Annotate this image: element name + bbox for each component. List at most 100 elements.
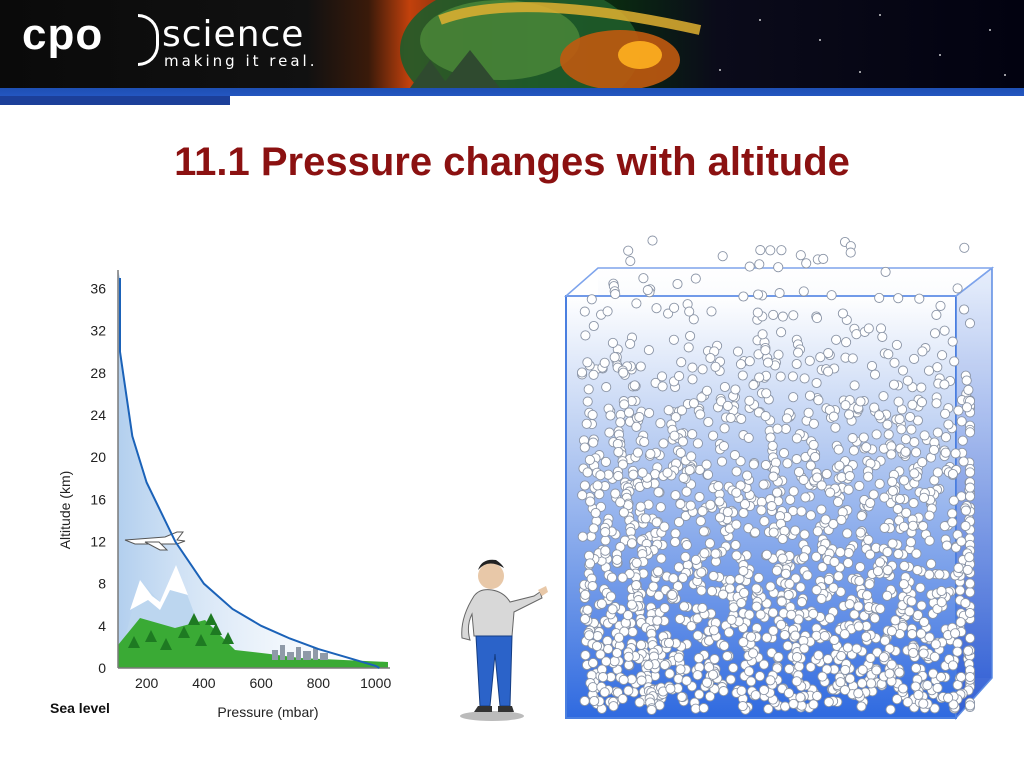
x-tick-label: 800	[307, 675, 331, 691]
molecule-icon	[731, 550, 742, 561]
molecule-icon	[905, 537, 916, 548]
molecule-icon	[761, 549, 772, 560]
molecule-icon	[964, 607, 976, 619]
molecule-icon	[854, 480, 865, 491]
y-tick-label: 20	[90, 449, 106, 465]
molecule-icon	[923, 365, 935, 376]
molecule-icon	[825, 487, 836, 498]
molecule-icon	[960, 598, 971, 609]
molecule-icon	[768, 607, 779, 618]
molecule-icon	[875, 603, 886, 614]
molecule-icon	[613, 446, 624, 458]
molecule-icon	[907, 629, 918, 640]
molecule-icon	[823, 348, 834, 359]
molecule-icon	[836, 472, 847, 483]
molecule-icon	[843, 557, 854, 569]
molecule-icon	[744, 261, 755, 272]
molecule-icon	[918, 492, 930, 503]
molecule-icon	[738, 291, 749, 302]
molecule-icon	[829, 634, 840, 646]
molecule-icon	[675, 664, 686, 675]
molecule-icon	[874, 410, 885, 421]
molecule-icon	[823, 574, 834, 585]
molecule-icon	[868, 489, 879, 500]
molecule-icon	[776, 245, 787, 256]
molecule-icon	[874, 478, 885, 489]
molecule-icon	[918, 698, 929, 709]
molecule-icon	[694, 491, 705, 503]
molecule-icon	[577, 490, 588, 501]
molecule-icon	[908, 647, 919, 658]
molecule-icon	[943, 419, 954, 430]
header-divider-gap	[230, 96, 1024, 105]
molecule-icon	[955, 585, 966, 596]
molecule-icon	[851, 643, 862, 654]
molecule-icon	[609, 352, 620, 363]
molecule-icon	[697, 602, 708, 614]
molecule-icon	[643, 660, 654, 671]
molecule-icon	[869, 402, 880, 413]
molecule-icon	[964, 578, 976, 589]
molecule-icon	[708, 430, 719, 441]
molecule-icon	[916, 397, 927, 408]
molecule-icon	[910, 663, 922, 674]
molecule-icon	[605, 591, 617, 602]
molecule-icon	[887, 476, 898, 487]
molecule-icon	[885, 704, 896, 715]
molecule-icon	[883, 349, 894, 360]
molecule-icon	[594, 489, 605, 500]
molecule-icon	[728, 602, 739, 613]
molecule-icon	[638, 273, 649, 284]
molecule-icon	[940, 432, 952, 443]
molecule-icon	[798, 552, 810, 563]
molecule-icon	[857, 678, 868, 689]
molecule-icon	[893, 293, 904, 304]
molecule-icon	[828, 411, 839, 422]
molecule-icon	[672, 581, 683, 592]
molecule-icon	[783, 688, 794, 699]
molecule-icon	[853, 688, 864, 699]
molecule-icon	[653, 566, 664, 577]
molecule-icon	[587, 581, 598, 592]
airplane-icon	[124, 531, 186, 551]
molecule-icon	[900, 434, 911, 445]
molecule-icon	[675, 498, 686, 510]
molecule-icon	[788, 392, 799, 403]
molecule-icon	[777, 533, 788, 545]
molecule-icon	[900, 446, 911, 457]
molecule-icon	[776, 327, 787, 338]
molecule-icon	[697, 506, 708, 517]
molecule-icon	[904, 606, 915, 617]
molecule-icon	[843, 484, 854, 495]
molecule-icon	[899, 560, 910, 571]
molecule-icon	[646, 704, 657, 715]
molecule-icon	[673, 673, 684, 684]
molecule-icon	[831, 334, 842, 345]
molecule-icon	[799, 373, 810, 384]
molecule-icon	[878, 652, 889, 663]
molecule-icon	[849, 609, 860, 620]
molecule-icon	[828, 518, 839, 530]
molecule-icon	[964, 671, 976, 683]
molecule-icon	[635, 361, 646, 372]
molecule-icon	[879, 492, 890, 503]
molecule-icon	[896, 424, 907, 435]
molecule-icon	[714, 512, 726, 523]
molecule-icon	[956, 416, 967, 427]
molecule-icon	[752, 307, 763, 318]
molecule-icon	[591, 641, 603, 652]
molecule-icon	[929, 651, 940, 662]
molecule-icon	[582, 396, 593, 407]
molecule-icon	[676, 357, 687, 368]
molecule-icon	[960, 505, 971, 516]
molecule-icon	[915, 582, 926, 593]
molecule-icon	[795, 250, 806, 261]
molecule-icon	[701, 385, 713, 396]
molecule-icon	[670, 536, 681, 548]
molecule-icon	[952, 638, 963, 649]
molecule-icon	[790, 630, 801, 641]
molecule-icon	[811, 551, 822, 562]
molecule-icon	[898, 579, 909, 590]
molecule-icon	[863, 534, 874, 545]
molecule-icon	[826, 290, 837, 301]
